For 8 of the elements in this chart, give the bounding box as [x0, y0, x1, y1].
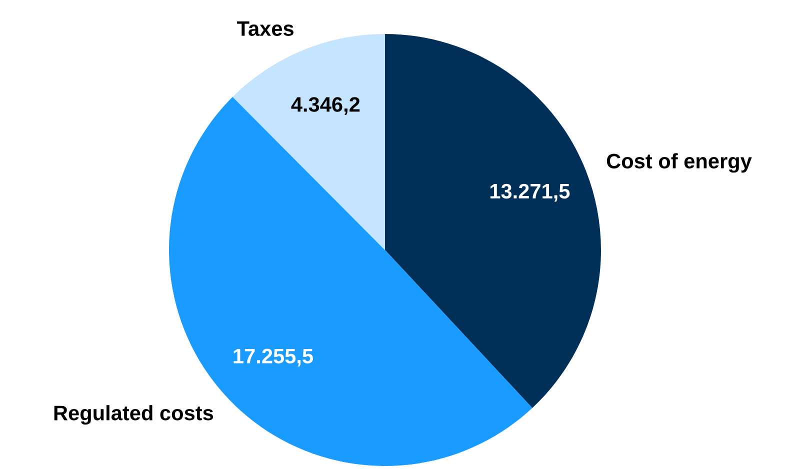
- data-label: 4.346,2: [291, 97, 360, 115]
- slice-label: Cost of energy: [606, 153, 752, 173]
- slice-label: Regulated costs: [54, 405, 214, 425]
- slice-label: Taxes: [237, 21, 294, 36]
- data-label: 13.271,5: [490, 184, 570, 202]
- data-label: 17.255,5: [234, 348, 313, 367]
- pie-slice: [385, 34, 601, 408]
- pie-slice: [232, 34, 385, 250]
